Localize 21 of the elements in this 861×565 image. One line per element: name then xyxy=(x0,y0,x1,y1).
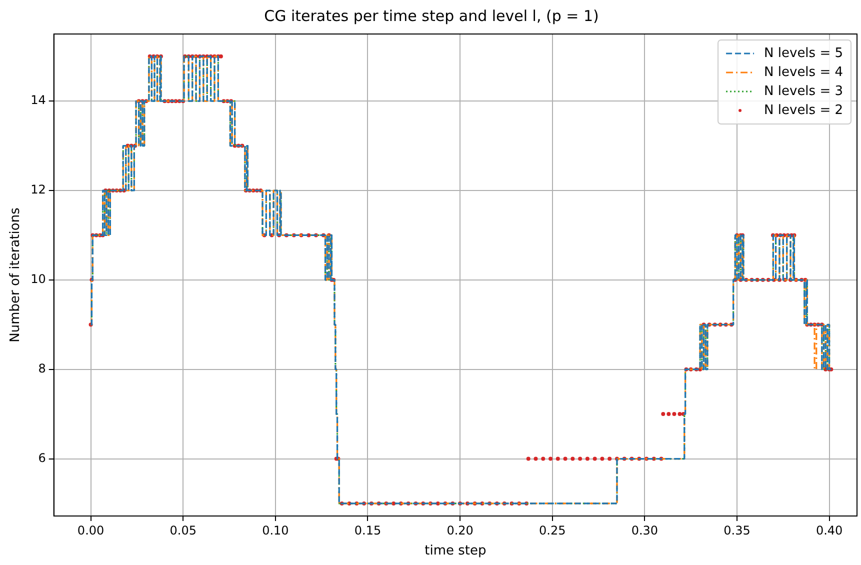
x-tick-label: 0.05 xyxy=(170,523,196,538)
legend-label: N levels = 4 xyxy=(764,64,844,80)
y-tick-label: 10 xyxy=(30,272,46,286)
x-tick-label: 0.20 xyxy=(446,523,474,538)
x-tick-label: 0.00 xyxy=(77,523,104,538)
legend-label: N levels = 2 xyxy=(764,102,844,118)
legend-label: N levels = 3 xyxy=(764,84,844,99)
y-tick-label: 12 xyxy=(30,182,46,197)
x-tick-label: 0.15 xyxy=(354,523,382,538)
chart-title: CG iterates per time step and level l, (p = 1) xyxy=(264,6,599,25)
y-tick-label: 8 xyxy=(38,361,46,376)
y-tick-label: 6 xyxy=(38,450,46,465)
x-tick-label: 0.30 xyxy=(631,523,658,538)
y-tick-label: 14 xyxy=(30,93,46,108)
x-tick-label: 0.10 xyxy=(262,523,289,538)
x-tick-label: 0.40 xyxy=(816,523,843,538)
x-tick-label: 0.25 xyxy=(539,523,566,538)
x-axis-title: time step xyxy=(424,544,486,559)
x-tick-label: 0.35 xyxy=(724,523,750,538)
y-axis-title: Number of iterations xyxy=(8,207,24,342)
legend-label: N levels = 5 xyxy=(764,46,844,61)
